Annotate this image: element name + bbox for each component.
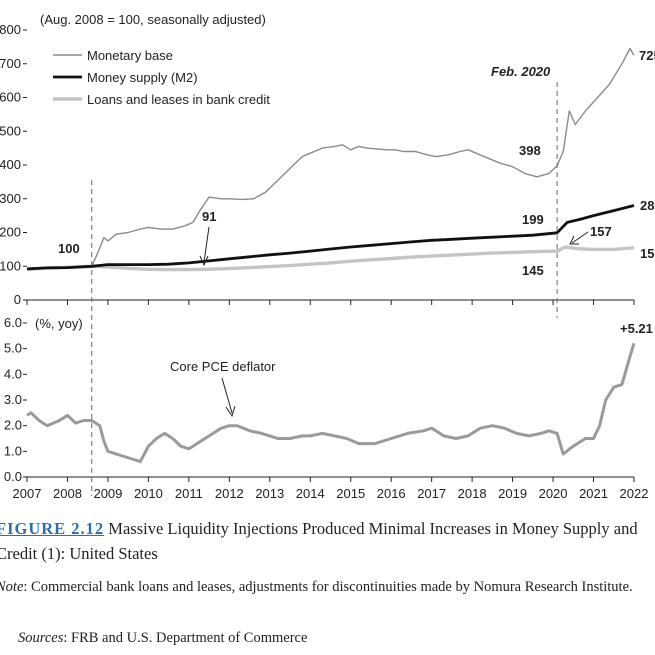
top-y-tick-label: 100 <box>0 258 21 273</box>
bottom-y-tick-label: 3.0 <box>4 392 22 407</box>
annotation-base-start: 100 <box>58 241 80 256</box>
annotation-arrowhead-loans-low <box>199 255 209 267</box>
annotation-arrowhead-loans-peak <box>569 235 579 245</box>
series-line-monetary-base <box>26 47 635 270</box>
x-tick-label: 2022 <box>620 486 649 501</box>
top-y-tick-label: 400 <box>0 157 21 172</box>
top-y-tick-label: 300 <box>0 191 21 206</box>
x-tick-label: 2016 <box>377 486 406 501</box>
x-tick-label: 2014 <box>296 486 325 501</box>
bottom-y-tick-label: 1.0 <box>4 443 22 458</box>
x-tick-label: 2010 <box>134 486 163 501</box>
legend-label: Money supply (M2) <box>87 70 198 85</box>
series-label-core-pce: Core PCE deflator <box>170 359 276 374</box>
note-text: : Commercial bank loans and leases, adju… <box>23 579 633 595</box>
top-y-tick-label: 0 <box>14 292 21 307</box>
series-line-core-pce-deflator <box>26 342 636 464</box>
top-y-tick-label: 500 <box>0 123 21 138</box>
bottom-unit-label: (%, yoy) <box>35 316 83 331</box>
top-unit-label: (Aug. 2008 = 100, seasonally adjusted) <box>40 12 266 27</box>
legend-label: Loans and leases in bank credit <box>87 92 270 107</box>
figure-note: Note: Commercial bank loans and leases, … <box>0 576 655 599</box>
x-tick-label: 2008 <box>53 486 82 501</box>
x-tick-label: 2021 <box>579 486 608 501</box>
chart-canvas: 0 100 200 300 400 500 600 700 800 (Aug. 2008 = 10… <box>0 12 655 501</box>
annotation-arrowhead-core-pce <box>225 405 236 418</box>
annotation-feb-2020: Feb. 2020 <box>491 64 551 79</box>
annotation-loans-low: 91 <box>202 209 216 224</box>
x-tick-label: 2007 <box>13 486 42 501</box>
bottom-y-tick-label: 5.0 <box>4 341 22 356</box>
shared-axes <box>91 82 558 496</box>
annotation-base-end: 725 <box>639 48 655 63</box>
series-line-money-supply-m2 <box>26 204 635 271</box>
bottom-panel: 0.0 1.0 2.0 3.0 4.0 5.0 6.0 (%, yoy) 2007 2008 200… <box>4 315 653 501</box>
x-tick-label: 2019 <box>498 486 527 501</box>
annotation-m2-feb-2020: 199 <box>522 212 544 227</box>
x-tick-label: 2018 <box>458 486 487 501</box>
bottom-y-tick-label: 0.0 <box>4 469 22 484</box>
x-tick-label: 2015 <box>336 486 365 501</box>
top-y-tick-label: 600 <box>0 90 21 105</box>
bottom-y-tick-label: 2.0 <box>4 418 22 433</box>
x-tick-label: 2020 <box>539 486 568 501</box>
bottom-y-tick-label: 6.0 <box>4 315 22 330</box>
figure-link[interactable]: FIGURE 2.12 <box>0 519 105 538</box>
annotation-loans-peak: 157 <box>590 224 612 239</box>
series-line-loans-and-leases-in-bank-credit <box>26 245 635 272</box>
sources-text: : FRB and U.S. Department of Commerce <box>63 630 308 646</box>
annotation-base-feb-2020: 398 <box>519 143 541 158</box>
annotation-m2-end: 280 <box>640 198 655 213</box>
top-y-tick-label: 700 <box>0 56 21 71</box>
annotation-arrow-core-pce <box>221 377 233 414</box>
annotation-loans-end: 155 <box>640 246 655 261</box>
legend-label: Monetary base <box>87 48 173 63</box>
figure-caption: FIGURE 2.12 Massive Liquidity Injections… <box>0 516 655 566</box>
annotation-pce-end: +5.21 <box>620 321 653 336</box>
sources-label: Sources <box>18 630 64 646</box>
top-y-tick-label: 800 <box>0 22 21 37</box>
bottom-y-tick-label: 4.0 <box>4 366 22 381</box>
annotation-arrow-loans-low <box>203 226 210 263</box>
top-y-tick-label: 200 <box>0 225 21 240</box>
x-tick-label: 2017 <box>417 486 446 501</box>
x-tick-label: 2009 <box>93 486 122 501</box>
annotation-loans-feb-2020: 145 <box>522 263 544 278</box>
figure-sources: Sources: FRB and U.S. Department of Comm… <box>18 630 307 647</box>
x-tick-label: 2012 <box>215 486 244 501</box>
x-tick-label: 2011 <box>175 486 203 501</box>
annotation-arrow-loans-peak <box>571 231 589 244</box>
x-tick-label: 2013 <box>255 486 284 501</box>
note-label: Note <box>0 579 24 595</box>
figure-title: Massive Liquidity Injections Produced Mi… <box>0 519 638 563</box>
top-panel: 0 100 200 300 400 500 600 700 800 (Aug. 2008 = 10… <box>0 12 655 307</box>
